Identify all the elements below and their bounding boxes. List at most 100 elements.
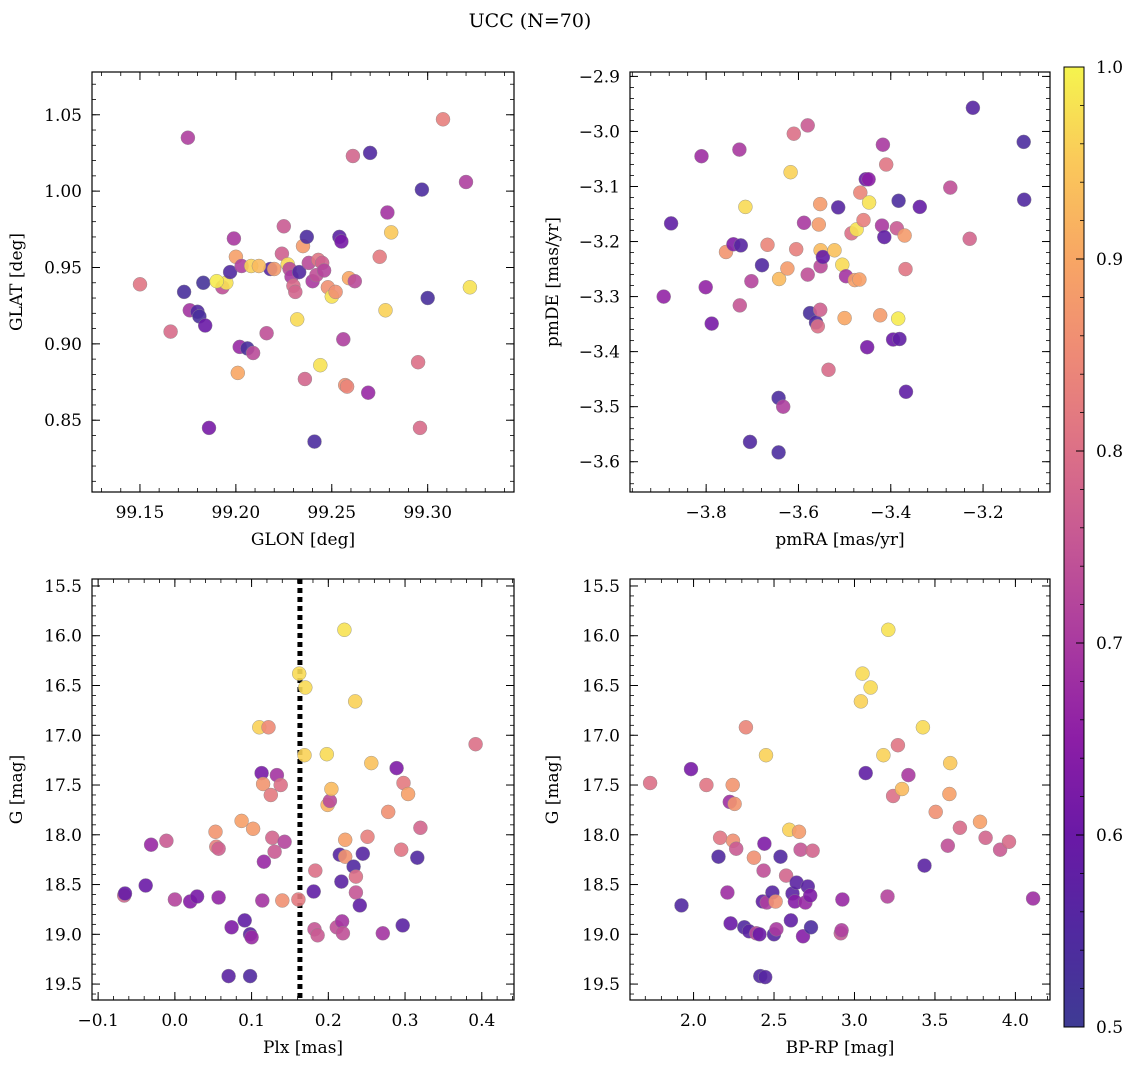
scatter-point [345, 148, 361, 164]
scatter-point [259, 326, 274, 341]
scatter-point [698, 280, 713, 295]
scatter-point [267, 261, 282, 277]
scatter-point [372, 249, 387, 264]
scatter-point [758, 748, 774, 763]
scatter-point [420, 290, 435, 306]
scatter-point [897, 228, 912, 243]
scatter-point [879, 157, 894, 172]
scatter-point [898, 384, 914, 399]
x-tick-label: 3.5 [921, 1011, 948, 1031]
scatter-point [758, 969, 773, 985]
scatter-point [298, 680, 313, 695]
scatter-point [972, 814, 988, 829]
scatter-point [277, 834, 292, 849]
scatter-point [221, 968, 236, 984]
scatter-point [831, 200, 846, 215]
scatter-point [742, 434, 758, 450]
scatter-point [942, 786, 957, 802]
scatter-point [875, 137, 891, 152]
scatter-point [167, 892, 183, 907]
scatter-point [962, 231, 977, 247]
y-axis-label: G [mag] [7, 755, 27, 824]
scatter-points [116, 622, 483, 984]
scatter-point [917, 858, 932, 873]
x-tick-label: −3.2 [962, 503, 1003, 523]
scatter-point [694, 148, 709, 164]
scatter-points [642, 622, 1041, 985]
y-tick-label: −2.9 [579, 67, 620, 87]
scatter-point [352, 898, 367, 913]
colorbar-tick-label: 0.6 [1096, 826, 1123, 846]
scatter-point [291, 892, 306, 907]
scatter-point [297, 748, 312, 763]
scatter-point [211, 890, 226, 905]
scatter-point [699, 777, 714, 793]
scatter-point [290, 312, 305, 327]
scatter-point [226, 231, 242, 246]
scatter-point [244, 930, 259, 945]
scatter-point [813, 196, 828, 212]
scatter-point [776, 399, 791, 414]
y-tick-label: 1.05 [44, 106, 82, 126]
scatter-point [394, 842, 409, 857]
colorbar-tick-label: 0.7 [1096, 634, 1123, 654]
scatter-point [224, 920, 239, 935]
scatter-point [389, 760, 404, 776]
scatter-point [288, 284, 303, 300]
scatter-point [752, 927, 767, 942]
scatter-point [891, 193, 906, 209]
scatter-point [769, 922, 784, 937]
scatter-point [201, 420, 217, 436]
scatter-point [723, 916, 738, 931]
scatter-point [754, 258, 770, 273]
scatter-point [197, 318, 213, 333]
y-tick-label: 16.5 [582, 676, 620, 696]
scatter-point [943, 755, 958, 771]
scatter-point [211, 841, 226, 856]
scatter-point [255, 776, 271, 792]
scatter-point [339, 379, 355, 394]
scatter-point [242, 968, 258, 984]
panel-glon-glat: 99.15 99.20 99.25 99.30 0.85 0.90 0.95 1.00 1.05… [7, 71, 515, 550]
scatter-point [348, 694, 363, 709]
scatter-point [773, 849, 788, 864]
scatter-point [245, 345, 261, 361]
scatter-point [380, 205, 395, 220]
panel-bprp-g: 2.0 2.5 3.0 3.5 4.0 15.5 16.0 16.5 17.0 17.5 18.0 1… [543, 577, 1051, 1058]
x-tick-label: −3.4 [870, 503, 911, 523]
scatter-point [901, 767, 916, 783]
scatter-point [965, 100, 981, 116]
scatter-point [786, 126, 801, 141]
scatter-point [273, 777, 288, 793]
scatter-point [771, 271, 787, 287]
scatter-point [138, 878, 153, 893]
y-tick-label: −3.0 [579, 122, 620, 142]
scatter-point [334, 874, 349, 889]
scatter-point [783, 164, 798, 180]
scatter-point [348, 885, 364, 900]
scatter-point [757, 836, 772, 851]
scatter-point [196, 275, 211, 290]
scatter-point [267, 844, 282, 859]
scatter-point [189, 889, 205, 904]
scatter-point [898, 261, 913, 277]
scatter-point [727, 796, 742, 812]
scatter-point [855, 666, 870, 681]
scatter-point [860, 340, 875, 355]
x-tick-label: 0.3 [392, 1011, 419, 1031]
scatter-point [362, 145, 378, 161]
scatter-point [384, 225, 399, 240]
figure-title: UCC (N=70) [469, 10, 592, 32]
scatter-point [237, 913, 252, 928]
y-tick-label: 0.85 [44, 411, 82, 431]
scatter-point [890, 738, 906, 753]
scatter-point [338, 849, 353, 864]
scatter-point [912, 199, 927, 215]
scatter-point [378, 303, 393, 318]
scatter-point [316, 263, 332, 278]
y-tick-label: 16.0 [44, 627, 82, 647]
scatter-point [881, 622, 896, 637]
x-axis-label: BP-RP [mag] [786, 1038, 895, 1058]
y-tick-label: 19.5 [582, 975, 620, 995]
y-tick-label: 19.5 [44, 975, 82, 995]
